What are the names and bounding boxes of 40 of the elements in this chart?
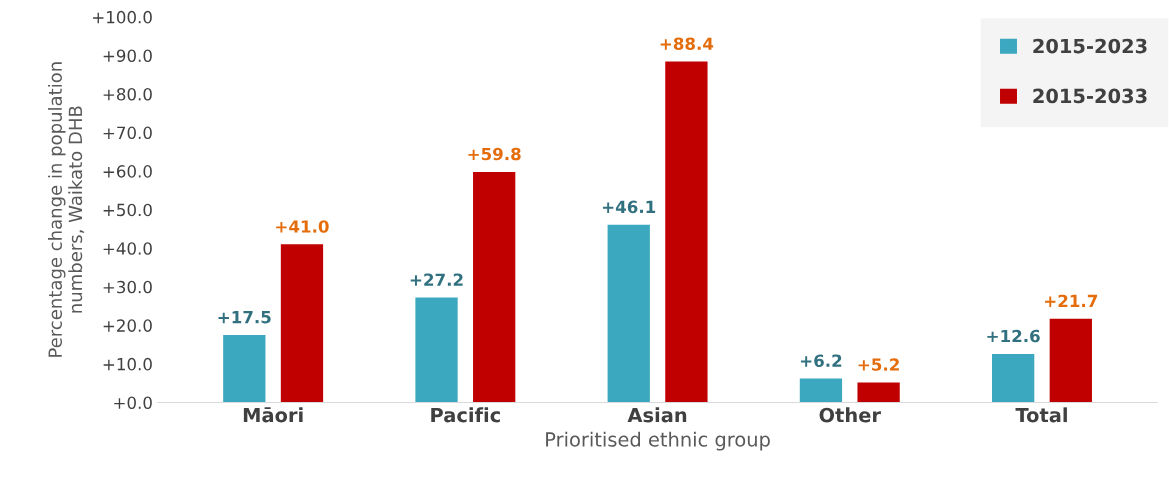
bar [223,334,266,403]
bar [665,61,708,403]
y-axis-title: Percentage change in population numbers, Waikato DHB [48,62,85,357]
bar [857,382,900,403]
data-label: +5.2 [858,358,899,371]
y-tick-label: +40.0 [103,242,152,255]
bar [415,297,458,403]
x-tick-label: Pacific [431,407,500,423]
legend-label: 2015-2033 [1033,88,1147,104]
data-label: +12.6 [987,329,1040,343]
y-tick-label: +50.0 [103,203,152,217]
data-label: +59.8 [468,147,521,161]
legend-label: 2015-2023 [1033,38,1147,54]
y-tick-label: +60.0 [103,165,152,178]
data-label: +6.2 [800,354,842,367]
bar [1049,318,1092,403]
y-tick-label: +30.0 [103,280,152,294]
data-label: +46.1 [602,200,656,214]
x-tick-label: Other [819,407,881,423]
bar [992,353,1035,403]
x-tick-label: Asian [627,407,687,423]
y-tick-label: +20.0 [103,319,152,332]
y-tick-label: +100.0 [93,10,152,24]
data-label: +88.4 [660,37,714,51]
x-axis-title: Prioritised ethnic group [546,431,770,451]
bar [607,224,650,403]
bar [799,378,843,403]
y-tick-label: +70.0 [103,126,152,140]
y-tick-label: +0.0 [114,396,152,410]
bar [473,171,516,403]
y-tick-label: +10.0 [103,357,152,371]
bar [280,244,324,403]
data-label: +17.5 [218,311,271,324]
x-tick-label: Māori [243,407,303,423]
data-label: +21.7 [1045,294,1098,307]
data-label: +41.0 [276,220,329,233]
data-label: +27.2 [410,273,463,286]
x-tick-label: Total [1015,407,1067,423]
y-tick-label: +80.0 [103,87,152,101]
y-tick-label: +90.0 [103,49,152,62]
